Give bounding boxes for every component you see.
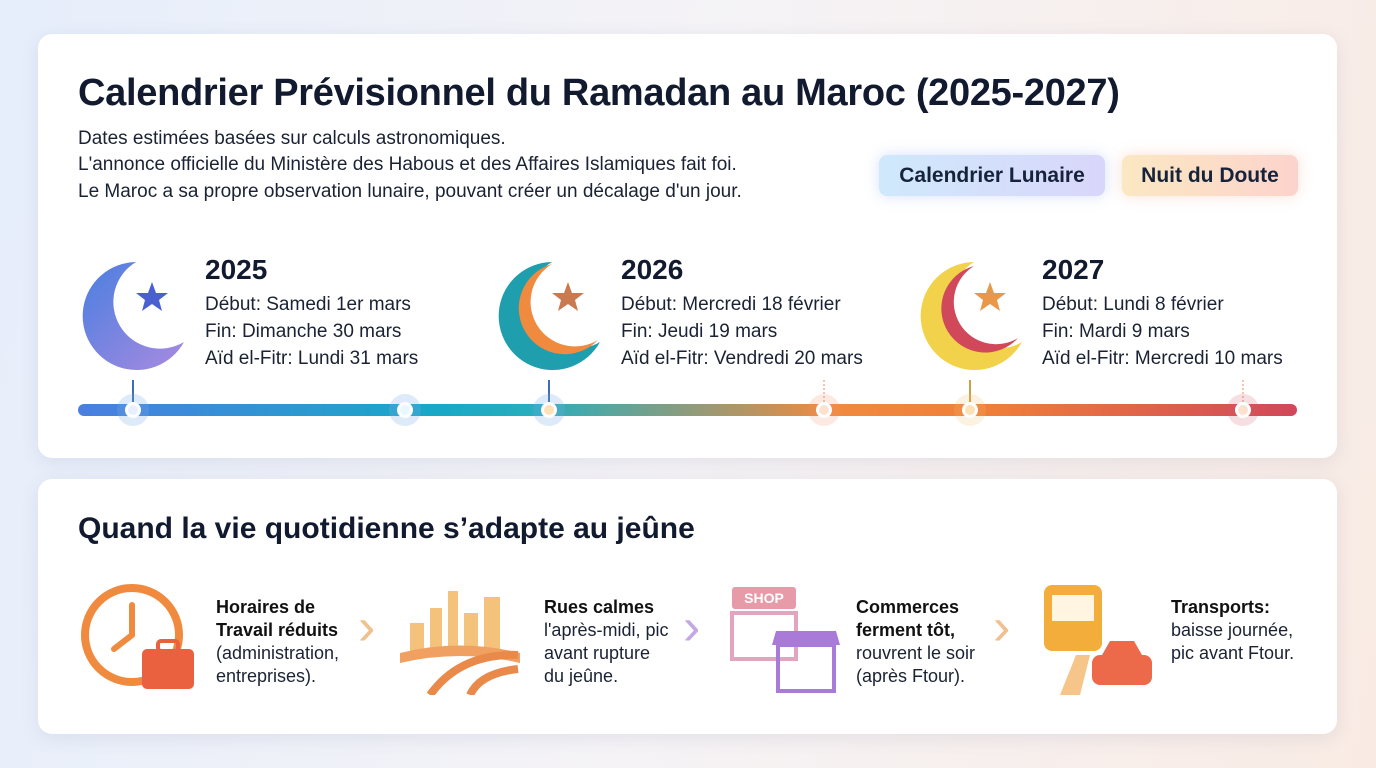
note-3: Le Maroc a sa propre observation lunaire… <box>78 181 742 202</box>
note-1: Dates estimées basées sur calculs astron… <box>78 128 506 149</box>
debut-2026: Début: Mercredi 18 février <box>621 294 841 315</box>
page-title: Calendrier Prévisionnel du Ramadan au Ma… <box>78 72 1120 114</box>
aid-2026: Aïd el-Fitr: Vendredi 20 mars <box>621 348 863 369</box>
badge-nuit-du-doute: Nuit du Doute <box>1122 155 1298 196</box>
timeline-dot-2025-start <box>125 402 141 418</box>
timeline-stem <box>969 380 971 406</box>
year-2026: 2026 <box>621 254 684 285</box>
debut-2027: Début: Lundi 8 février <box>1042 294 1224 315</box>
badge-calendrier-lunaire: Calendrier Lunaire <box>879 155 1105 196</box>
chevron-right-icon: › <box>993 598 1011 656</box>
aid-2027: Aïd el-Fitr: Mercredi 10 mars <box>1042 348 1283 369</box>
timeline-dot <box>397 402 413 418</box>
aid-2025: Aïd el-Fitr: Lundi 31 mars <box>205 348 419 369</box>
timeline-stem <box>548 380 550 406</box>
svg-text:SHOP: SHOP <box>744 590 784 606</box>
item-transport: Transports: baisse journée, pic avant Ftou… <box>1171 597 1295 663</box>
year-2027: 2027 <box>1042 254 1105 285</box>
timeline-dot-2026-start <box>541 402 557 418</box>
bus-car-icon <box>1044 585 1152 695</box>
shop-icon: SHOP <box>730 587 840 693</box>
timeline-dot-2027-start <box>962 402 978 418</box>
timeline-stem-dashed <box>823 380 825 406</box>
daily-life-card: Quand la vie quotidienne s’adapte au jeû… <box>38 479 1337 734</box>
crescent-star-icon <box>82 262 184 370</box>
fin-2026: Fin: Jeudi 19 mars <box>621 321 778 342</box>
item-shops: Commerces ferment tôt, rouvrent le soir (ap… <box>856 597 976 686</box>
note-2: L'annonce officielle du Ministère des Ha… <box>78 154 737 175</box>
crescent-star-icon <box>498 262 600 370</box>
chevron-right-icon: › <box>358 598 376 656</box>
ramadan-calendar-card: Calendrier Prévisionnel du Ramadan au Ma… <box>38 34 1337 458</box>
timeline-dot <box>1235 402 1251 418</box>
crescent-star-icon <box>920 262 1022 370</box>
debut-2025: Début: Samedi 1er mars <box>205 294 411 315</box>
clock-briefcase-icon <box>81 584 194 689</box>
item-streets: Rues calmes l'après-midi, pic avant ruptur… <box>544 597 669 686</box>
year-2025: 2025 <box>205 254 268 285</box>
city-road-icon <box>400 591 520 695</box>
item-work-hours: Horaires de Travail réduits (administratio… <box>216 597 340 686</box>
chevron-right-icon: › <box>683 598 701 656</box>
timeline-stem-dashed <box>1242 380 1244 406</box>
section-title: Quand la vie quotidienne s’adapte au jeû… <box>78 512 695 545</box>
fin-2025: Fin: Dimanche 30 mars <box>205 321 402 342</box>
timeline-dot <box>816 402 832 418</box>
timeline-track <box>78 404 1297 416</box>
timeline-stem <box>132 380 134 406</box>
fin-2027: Fin: Mardi 9 mars <box>1042 321 1190 342</box>
